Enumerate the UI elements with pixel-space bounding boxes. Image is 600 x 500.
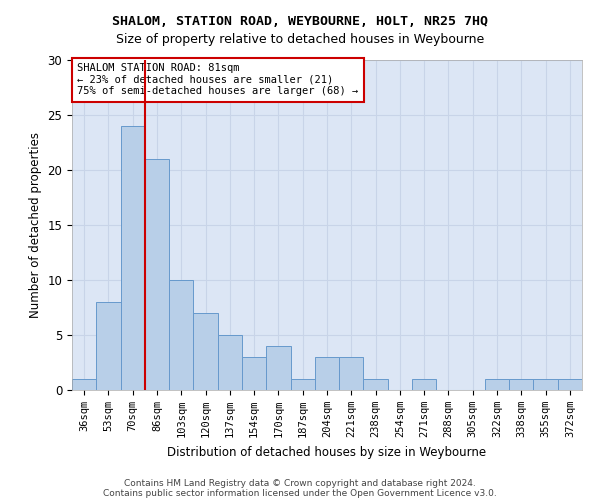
Text: Contains HM Land Registry data © Crown copyright and database right 2024.: Contains HM Land Registry data © Crown c… bbox=[124, 478, 476, 488]
Bar bbox=[218, 335, 242, 390]
Bar bbox=[315, 357, 339, 390]
Text: SHALOM STATION ROAD: 81sqm
← 23% of detached houses are smaller (21)
75% of semi: SHALOM STATION ROAD: 81sqm ← 23% of deta… bbox=[77, 64, 358, 96]
Bar bbox=[558, 379, 582, 390]
Bar bbox=[121, 126, 145, 390]
Bar bbox=[242, 357, 266, 390]
Bar bbox=[96, 302, 121, 390]
Y-axis label: Number of detached properties: Number of detached properties bbox=[29, 132, 42, 318]
Bar bbox=[290, 379, 315, 390]
Bar bbox=[266, 346, 290, 390]
X-axis label: Distribution of detached houses by size in Weybourne: Distribution of detached houses by size … bbox=[167, 446, 487, 458]
Bar bbox=[339, 357, 364, 390]
Bar bbox=[364, 379, 388, 390]
Text: Size of property relative to detached houses in Weybourne: Size of property relative to detached ho… bbox=[116, 32, 484, 46]
Text: SHALOM, STATION ROAD, WEYBOURNE, HOLT, NR25 7HQ: SHALOM, STATION ROAD, WEYBOURNE, HOLT, N… bbox=[112, 15, 488, 28]
Bar bbox=[193, 313, 218, 390]
Bar bbox=[533, 379, 558, 390]
Bar bbox=[412, 379, 436, 390]
Bar bbox=[145, 159, 169, 390]
Bar bbox=[72, 379, 96, 390]
Bar bbox=[485, 379, 509, 390]
Bar bbox=[169, 280, 193, 390]
Bar bbox=[509, 379, 533, 390]
Text: Contains public sector information licensed under the Open Government Licence v3: Contains public sector information licen… bbox=[103, 488, 497, 498]
